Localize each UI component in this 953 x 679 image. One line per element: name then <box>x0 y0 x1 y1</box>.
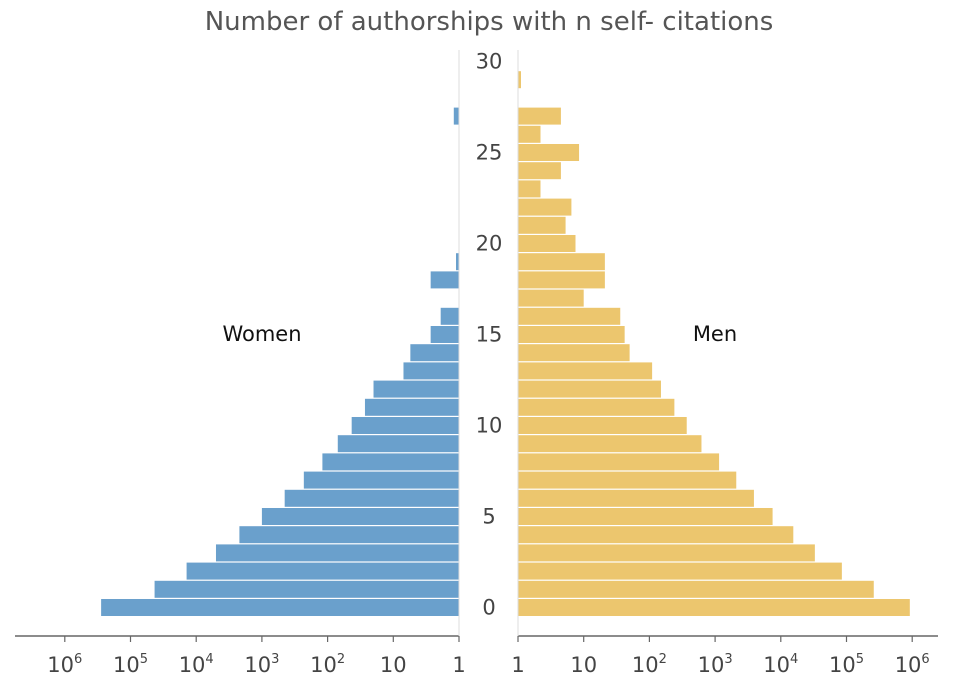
women-bar-6 <box>284 489 459 507</box>
women-bar-0 <box>101 599 460 616</box>
men-bar-6 <box>518 489 754 507</box>
x-tick-label: 10 <box>570 653 597 677</box>
x-tick-label: 1 <box>452 653 465 677</box>
men-bar-5 <box>518 508 773 525</box>
men-bar-19 <box>518 253 605 271</box>
men-bar-8 <box>518 453 720 471</box>
x-tick-label: 105 <box>113 652 148 677</box>
men-bar-11 <box>518 398 675 416</box>
men-bar-12 <box>518 380 661 398</box>
men-bar-16 <box>518 307 621 325</box>
women-bar-8 <box>322 453 459 471</box>
men-bar-26 <box>518 125 541 143</box>
men-bar-17 <box>518 289 584 307</box>
men-bar-18 <box>518 271 605 289</box>
women-bar-2 <box>186 562 460 580</box>
women-bar-3 <box>215 544 459 562</box>
x-tick-label: 106 <box>895 652 930 677</box>
men-bar-13 <box>518 362 653 380</box>
men-bar-29 <box>518 71 521 89</box>
men-bar-9 <box>518 435 702 453</box>
men-bar-7 <box>518 471 737 489</box>
women-bar-27 <box>453 107 459 125</box>
x-tick-label: 102 <box>310 652 345 677</box>
women-bar-19 <box>456 253 459 271</box>
men-bar-27 <box>518 107 561 125</box>
men-bars <box>518 71 910 616</box>
men-bar-3 <box>518 544 815 562</box>
women-bar-4 <box>239 526 459 544</box>
x-tick-label: 106 <box>47 652 82 677</box>
series-label-women: Women <box>222 322 301 346</box>
y-tick-label: 0 <box>482 596 495 620</box>
y-tick-label: 30 <box>476 50 503 74</box>
women-bar-13 <box>403 362 459 380</box>
men-bar-14 <box>518 344 630 362</box>
women-bar-5 <box>261 508 459 525</box>
women-bar-15 <box>430 326 459 343</box>
women-bar-10 <box>351 417 459 434</box>
y-tick-label: 10 <box>476 414 503 438</box>
x-tick-label: 104 <box>179 652 214 677</box>
x-tick-label: 10 <box>380 653 407 677</box>
men-bar-1 <box>518 580 874 598</box>
men-bar-4 <box>518 526 794 544</box>
x-tick-labels: 106 105 104 103 102 10 1 1 10 102 103 104 105 106 <box>47 636 930 677</box>
chart-title: Number of authorships with n self- citat… <box>205 7 774 37</box>
men-bar-22 <box>518 198 572 216</box>
women-bar-7 <box>303 471 459 489</box>
x-tick-label: 103 <box>698 652 733 677</box>
men-bar-24 <box>518 162 561 180</box>
axes <box>15 50 938 637</box>
men-bar-20 <box>518 235 576 252</box>
men-bar-2 <box>518 562 842 580</box>
x-tick-label: 103 <box>244 652 279 677</box>
y-tick-label: 20 <box>476 232 503 256</box>
series-label-men: Men <box>693 322 737 346</box>
x-tick-label: 102 <box>632 652 667 677</box>
x-tick-label: 104 <box>763 652 798 677</box>
women-bar-11 <box>364 398 459 416</box>
women-bar-1 <box>154 580 459 598</box>
women-bar-12 <box>373 380 459 398</box>
x-tick-label: 1 <box>511 653 524 677</box>
men-bar-0 <box>518 599 910 616</box>
men-bar-25 <box>518 144 580 161</box>
men-bar-23 <box>518 180 541 198</box>
y-tick-label: 15 <box>476 323 503 347</box>
women-bar-16 <box>440 307 459 325</box>
y-tick-labels: 0 5 10 15 20 25 30 <box>476 50 503 620</box>
y-tick-label: 5 <box>482 505 495 529</box>
men-bar-15 <box>518 326 625 343</box>
women-bar-18 <box>430 271 459 289</box>
men-bar-21 <box>518 216 566 234</box>
y-tick-label: 25 <box>476 141 503 165</box>
women-bar-9 <box>337 435 459 453</box>
women-bars <box>101 107 460 616</box>
men-bar-10 <box>518 417 687 434</box>
x-tick-label: 105 <box>829 652 864 677</box>
women-bar-14 <box>410 344 459 362</box>
